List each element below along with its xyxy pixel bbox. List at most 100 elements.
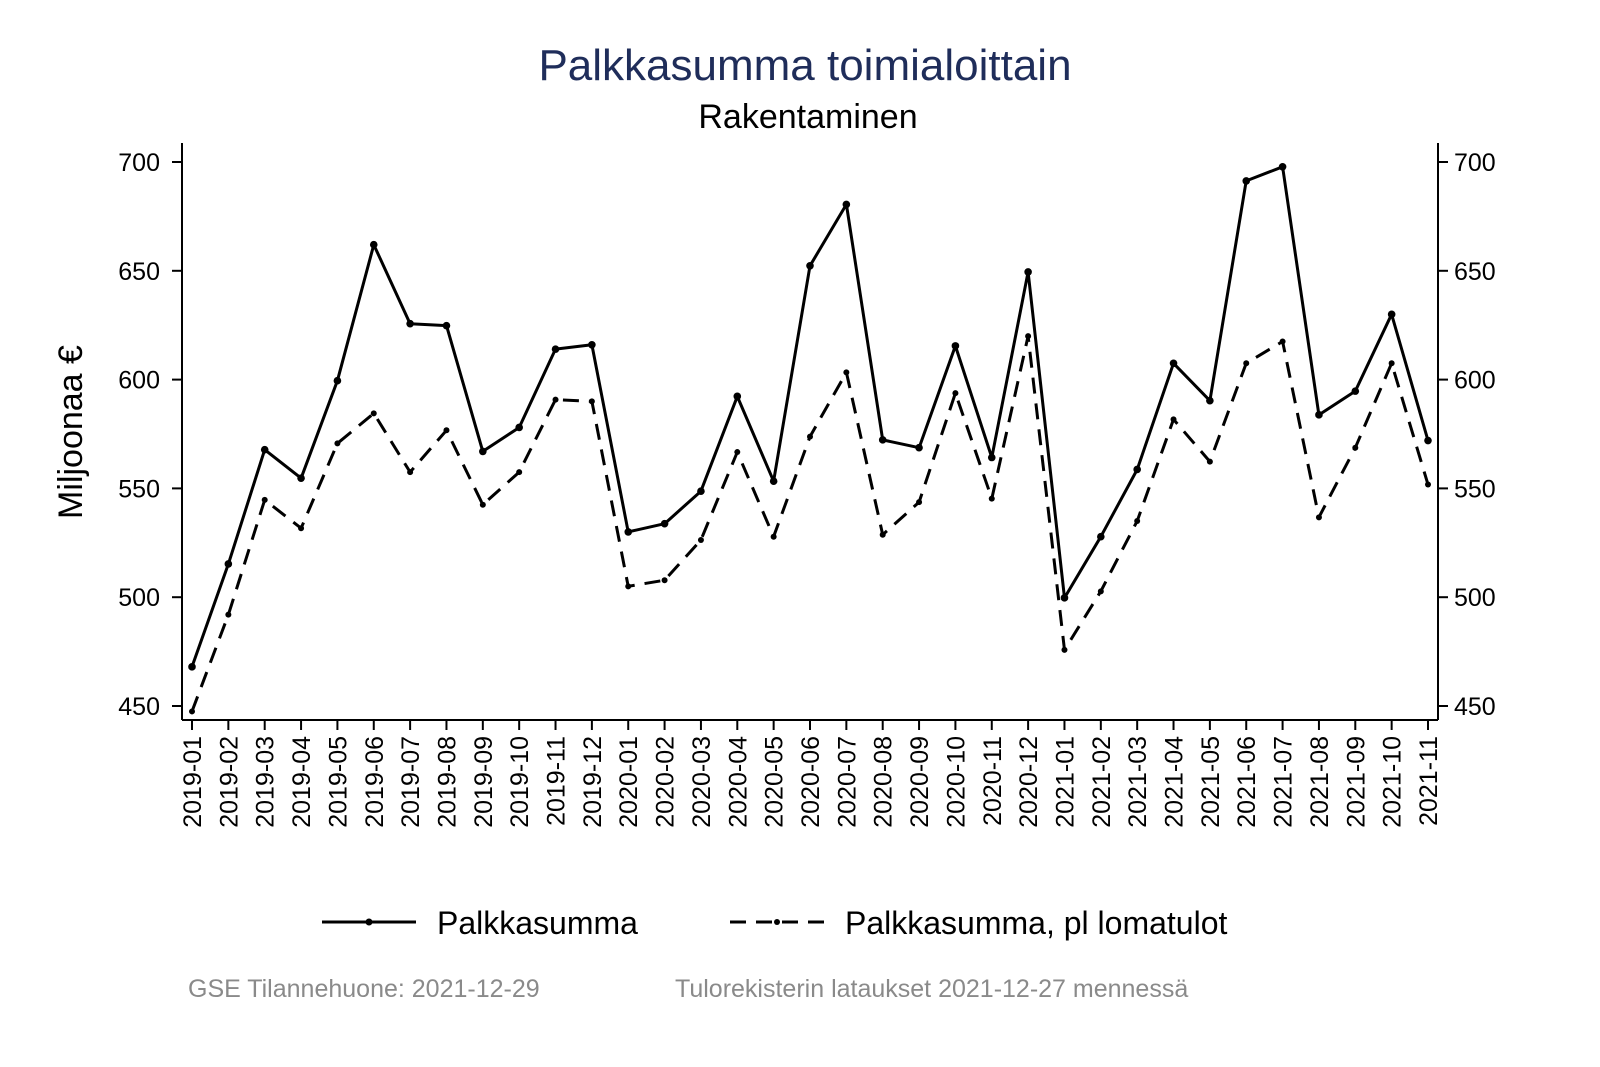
x-tick-label: 2020-05 — [761, 736, 789, 828]
data-point — [661, 577, 668, 584]
x-tick-label: 2019-10 — [506, 736, 534, 828]
data-point — [843, 369, 850, 376]
legend-item-dashed: Palkkasumma, pl lomatulot — [730, 905, 1227, 941]
data-point — [1242, 177, 1251, 185]
data-point — [588, 340, 596, 349]
data-point — [1206, 396, 1214, 405]
legend-item-solid: Palkkasumma — [322, 905, 638, 941]
data-point — [1024, 268, 1032, 276]
data-point — [1169, 359, 1178, 368]
series-line — [190, 165, 1430, 668]
y-tick-label-left: 500 — [118, 584, 160, 612]
data-point — [770, 533, 777, 540]
data-point — [1424, 436, 1432, 445]
data-point — [1170, 416, 1177, 423]
x-tick-label: 2019-02 — [215, 736, 243, 828]
x-tick-label: 2020-08 — [870, 736, 898, 828]
data-point — [479, 501, 486, 508]
x-tick-label: 2020-04 — [724, 736, 752, 828]
x-tick-label: 2019-12 — [579, 736, 607, 828]
legend-solid-marker — [365, 918, 373, 926]
data-point — [806, 261, 814, 270]
data-point — [733, 392, 742, 401]
x-tick-label: 2019-03 — [252, 736, 280, 828]
y-tick-label-right: 550 — [1454, 475, 1496, 503]
data-point — [624, 528, 633, 536]
data-point — [1425, 481, 1431, 488]
x-tick-label: 2021-03 — [1124, 736, 1152, 828]
data-point — [1315, 411, 1323, 419]
x-tick-label: 2020-11 — [979, 736, 1007, 826]
data-point — [878, 436, 887, 444]
x-tick-label: 2021-06 — [1233, 736, 1261, 828]
chart-subtitle: Rakentaminen — [698, 98, 917, 136]
data-point — [407, 469, 414, 476]
data-point — [370, 410, 377, 417]
series-palkkasumma-pl-lomatulot — [189, 333, 1431, 715]
x-tick-label: 2019-07 — [397, 736, 425, 828]
data-point — [369, 240, 378, 249]
x-tick-label: 2021-10 — [1379, 736, 1407, 828]
data-point — [479, 447, 487, 456]
x-tick-label: 2020-09 — [906, 736, 934, 828]
x-tick-label: 2021-08 — [1306, 736, 1334, 828]
data-point — [298, 525, 305, 532]
data-point — [1206, 458, 1213, 465]
data-point — [916, 499, 923, 506]
data-point — [1097, 588, 1104, 595]
data-point — [1351, 387, 1360, 395]
y-tick-label-right: 600 — [1454, 367, 1496, 395]
data-point — [224, 560, 233, 568]
chart-title: Palkkasumma toimialoittain — [538, 41, 1071, 90]
data-point — [1278, 162, 1287, 171]
data-point — [951, 342, 960, 350]
data-point — [1061, 646, 1068, 653]
data-point — [660, 519, 669, 528]
footer-left: GSE Tilannehuone: 2021-12-29 — [188, 975, 540, 1003]
data-point — [625, 583, 632, 590]
data-point — [443, 427, 450, 434]
y-tick-label-right: 650 — [1454, 258, 1496, 286]
x-tick-label: 2021-04 — [1161, 736, 1189, 828]
data-point — [1243, 360, 1250, 367]
data-point — [988, 495, 995, 502]
data-point — [952, 390, 959, 397]
data-point — [1315, 514, 1322, 521]
x-tick-label: 2020-02 — [652, 736, 680, 828]
data-point — [915, 443, 923, 452]
data-point — [1097, 532, 1105, 541]
data-point — [1352, 444, 1359, 451]
data-point — [225, 611, 232, 618]
y-tick-label-right: 500 — [1454, 584, 1496, 612]
x-tick-label: 2021-02 — [1088, 736, 1116, 828]
x-tick-label: 2019-08 — [433, 736, 461, 828]
x-tick-label: 2020-01 — [615, 736, 643, 828]
data-point — [552, 396, 559, 403]
data-point — [807, 433, 813, 440]
legend-label-palkkasumma: Palkkasumma — [437, 905, 638, 941]
data-point — [188, 663, 196, 671]
data-point — [406, 319, 414, 328]
data-point — [260, 445, 269, 454]
x-tick-label: 2020-07 — [833, 736, 861, 828]
x-tick-label: 2019-11 — [543, 736, 571, 826]
data-point — [1387, 310, 1396, 319]
y-axis-label: Miljoonaa € — [52, 345, 90, 519]
x-tick-label: 2021-01 — [1051, 736, 1079, 828]
data-point — [697, 487, 705, 496]
data-point — [1279, 338, 1286, 345]
x-tick-label: 2021-07 — [1270, 736, 1298, 828]
series-palkkasumma — [188, 162, 1432, 671]
data-point — [261, 496, 268, 503]
data-point — [987, 453, 996, 462]
data-point — [769, 477, 778, 486]
data-point — [551, 345, 560, 353]
x-tick-label: 2021-09 — [1342, 736, 1370, 828]
x-tick-label: 2020-03 — [688, 736, 716, 828]
data-point — [334, 440, 341, 447]
legend-dashed-marker — [774, 919, 780, 925]
data-point — [697, 536, 704, 543]
x-tick-label: 2019-09 — [470, 736, 498, 828]
footer-right: Tulorekisterin lataukset 2021-12-27 menn… — [675, 975, 1188, 1003]
